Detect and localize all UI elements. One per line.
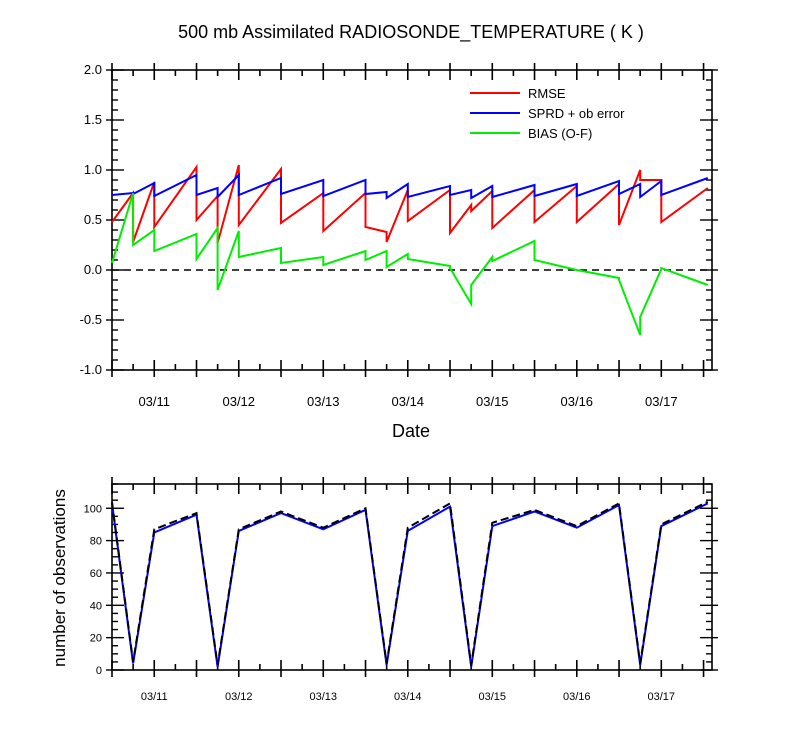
bottom-y-tick-label: 0 xyxy=(96,665,102,677)
top-series-bias-o-f-line xyxy=(111,192,709,336)
top-y-tick-label: 2.0 xyxy=(84,62,102,77)
bottom-series-assimilated-line xyxy=(111,502,709,667)
bottom-series-possible-line xyxy=(111,500,709,666)
bottom-y-tick-label: 40 xyxy=(90,600,102,612)
bottom-x-tick-label: 03/11 xyxy=(141,691,168,703)
legend-label: SPRD + ob error xyxy=(528,106,625,121)
bottom-y-tick-label: 100 xyxy=(84,503,102,515)
top-x-tick-label: 03/14 xyxy=(392,394,425,409)
top-y-tick-label: 0.0 xyxy=(84,262,102,277)
bottom-x-tick-label: 03/13 xyxy=(310,691,338,703)
bottom-y-tick-label: 80 xyxy=(90,536,102,548)
bottom-x-tick-label: 03/14 xyxy=(394,691,422,703)
top-x-tick-label: 03/17 xyxy=(645,394,678,409)
bottom-y-tick-label: 20 xyxy=(90,633,102,645)
bottom-x-tick-label: 03/15 xyxy=(479,691,507,703)
bottom-x-tick-label: 03/16 xyxy=(563,691,591,703)
legend-label: BIAS (O-F) xyxy=(528,126,592,141)
top-series-rmse-line xyxy=(111,163,709,244)
top-y-tick-label: 0.5 xyxy=(84,212,102,227)
bottom-y-tick-label: 60 xyxy=(90,568,102,580)
bottom-y-axis-title: number of observations xyxy=(50,489,69,667)
top-x-tick-label: 03/11 xyxy=(138,394,170,409)
top-series-sprd-ob-error-line xyxy=(111,172,709,200)
legend-label: RMSE xyxy=(528,86,566,101)
top-x-tick-label: 03/16 xyxy=(561,394,594,409)
top-y-tick-label: 1.5 xyxy=(84,112,102,127)
top-y-tick-label: -0.5 xyxy=(80,312,102,327)
top-chart-title: 500 mb Assimilated RADIOSONDE_TEMPERATUR… xyxy=(178,22,644,43)
top-y-tick-label: 1.0 xyxy=(84,162,102,177)
top-x-tick-label: 03/13 xyxy=(307,394,340,409)
top-x-axis-title: Date xyxy=(392,421,430,441)
top-x-tick-label: 03/12 xyxy=(222,394,255,409)
bottom-x-tick-label: 03/12 xyxy=(225,691,253,703)
bottom-plot-frame xyxy=(111,483,713,671)
top-x-tick-label: 03/15 xyxy=(476,394,509,409)
top-y-tick-label: -1.0 xyxy=(80,362,102,377)
bottom-x-tick-label: 03/17 xyxy=(648,691,676,703)
top-chart: 03/11 03/12 03/13 03/14 03/15 03/16 03/17 -1.0 -… xyxy=(80,62,718,409)
bottom-chart: 03/11 03/12 03/13 03/14 03/15 03/16 03/17 0 20 40… xyxy=(84,477,718,703)
